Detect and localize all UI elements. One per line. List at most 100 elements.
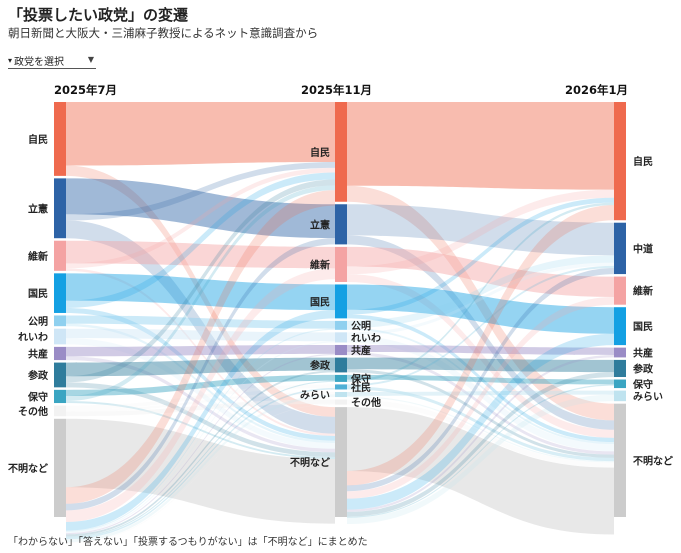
party-node-bar[interactable] xyxy=(614,222,626,275)
party-node-bar[interactable] xyxy=(335,102,347,202)
flow-link[interactable] xyxy=(66,400,335,459)
flow-link[interactable] xyxy=(66,315,335,329)
flow-link[interactable] xyxy=(347,202,614,382)
party-node-bar[interactable] xyxy=(335,374,347,382)
flow-link[interactable] xyxy=(66,308,335,441)
flow-link[interactable] xyxy=(66,162,335,221)
flow-link[interactable] xyxy=(66,268,335,522)
flow-link[interactable] xyxy=(66,273,335,311)
flow-link[interactable] xyxy=(66,403,335,543)
party-node-bar[interactable] xyxy=(335,204,347,245)
party-node-bar[interactable] xyxy=(54,102,66,176)
flow-link[interactable] xyxy=(347,274,614,438)
flow-link[interactable] xyxy=(347,235,614,430)
flow-link[interactable] xyxy=(347,344,614,355)
party-node-bar[interactable] xyxy=(335,384,347,390)
flow-link[interactable] xyxy=(347,357,614,373)
flow-link[interactable] xyxy=(66,178,335,239)
flow-link[interactable] xyxy=(66,344,335,357)
party-node-bar[interactable] xyxy=(335,320,347,330)
flow-link[interactable] xyxy=(66,384,335,410)
party-node-bar[interactable] xyxy=(54,405,66,417)
flow-link[interactable] xyxy=(66,338,335,449)
party-node-bar[interactable] xyxy=(614,379,626,389)
party-node-bar[interactable] xyxy=(54,240,66,271)
flow-link[interactable] xyxy=(347,369,614,458)
flow-link[interactable] xyxy=(66,165,335,417)
flow-link[interactable] xyxy=(66,323,335,443)
flow-link[interactable] xyxy=(347,384,614,518)
party-node-bar[interactable] xyxy=(335,246,347,282)
flow-link[interactable] xyxy=(66,356,335,453)
flow-link[interactable] xyxy=(66,102,335,166)
flow-link[interactable] xyxy=(347,262,614,336)
flow-link[interactable] xyxy=(66,172,335,309)
flow-link[interactable] xyxy=(347,327,614,445)
flow-link[interactable] xyxy=(347,284,614,334)
flow-link[interactable] xyxy=(66,190,335,504)
flow-link[interactable] xyxy=(347,354,614,512)
party-node-bar[interactable] xyxy=(614,359,626,378)
flow-link[interactable] xyxy=(347,395,614,463)
flow-link[interactable] xyxy=(347,399,614,468)
party-node-bar[interactable] xyxy=(335,407,347,517)
flow-link[interactable] xyxy=(347,267,614,492)
flow-link[interactable] xyxy=(66,185,335,401)
flow-link[interactable] xyxy=(66,240,335,269)
flow-link[interactable] xyxy=(66,391,335,412)
flow-link[interactable] xyxy=(66,418,335,524)
flow-link[interactable] xyxy=(347,390,614,396)
party-node-bar[interactable] xyxy=(614,307,626,346)
flow-link[interactable] xyxy=(347,314,614,442)
flow-link[interactable] xyxy=(347,351,614,455)
flow-link[interactable] xyxy=(66,238,335,511)
flow-link[interactable] xyxy=(66,382,335,457)
flow-link[interactable] xyxy=(66,370,335,537)
party-node-bar[interactable] xyxy=(335,344,347,356)
flow-link[interactable] xyxy=(66,357,335,377)
party-node-bar[interactable] xyxy=(54,389,66,404)
party-node-bar[interactable] xyxy=(614,102,626,221)
party-node-bar[interactable] xyxy=(614,347,626,358)
flow-link[interactable] xyxy=(66,328,335,342)
flow-link[interactable] xyxy=(66,328,335,532)
party-node-bar[interactable] xyxy=(54,362,66,388)
party-node-bar[interactable] xyxy=(54,315,66,327)
flow-link[interactable] xyxy=(347,394,614,525)
party-node-bar[interactable] xyxy=(54,328,66,345)
flow-link[interactable] xyxy=(347,246,614,297)
party-node-bar[interactable] xyxy=(335,357,347,373)
flow-link[interactable] xyxy=(347,204,614,256)
flow-link[interactable] xyxy=(66,374,335,397)
flow-link[interactable] xyxy=(347,407,614,535)
flow-link[interactable] xyxy=(347,197,614,315)
party-node-bar[interactable] xyxy=(54,346,66,361)
flow-link[interactable] xyxy=(66,167,335,269)
flow-link[interactable] xyxy=(347,296,614,499)
party-node-bar[interactable] xyxy=(614,276,626,305)
party-node-bar[interactable] xyxy=(614,403,626,517)
party-node-bar[interactable] xyxy=(335,332,347,343)
party-select-dropdown[interactable]: ▾ 政党を選択 ▼ xyxy=(8,52,96,69)
flow-link[interactable] xyxy=(347,372,614,517)
flow-link[interactable] xyxy=(66,268,335,436)
flow-link[interactable] xyxy=(347,335,614,452)
flow-link[interactable] xyxy=(347,102,614,190)
flow-link[interactable] xyxy=(66,353,335,535)
flow-link[interactable] xyxy=(66,380,335,538)
flow-link[interactable] xyxy=(347,386,614,462)
flow-link[interactable] xyxy=(66,220,335,434)
flow-link[interactable] xyxy=(66,310,335,531)
party-node-bar[interactable] xyxy=(335,399,347,405)
party-node-bar[interactable] xyxy=(335,284,347,319)
flow-link[interactable] xyxy=(66,394,335,543)
flow-link[interactable] xyxy=(347,265,614,387)
flow-link[interactable] xyxy=(347,333,614,510)
flow-link[interactable] xyxy=(347,374,614,385)
flow-link[interactable] xyxy=(66,399,335,417)
party-node-bar[interactable] xyxy=(335,391,347,398)
party-node-bar[interactable] xyxy=(54,273,66,313)
party-node-bar[interactable] xyxy=(54,418,66,517)
flow-link[interactable] xyxy=(347,185,614,421)
party-node-bar[interactable] xyxy=(614,390,626,402)
